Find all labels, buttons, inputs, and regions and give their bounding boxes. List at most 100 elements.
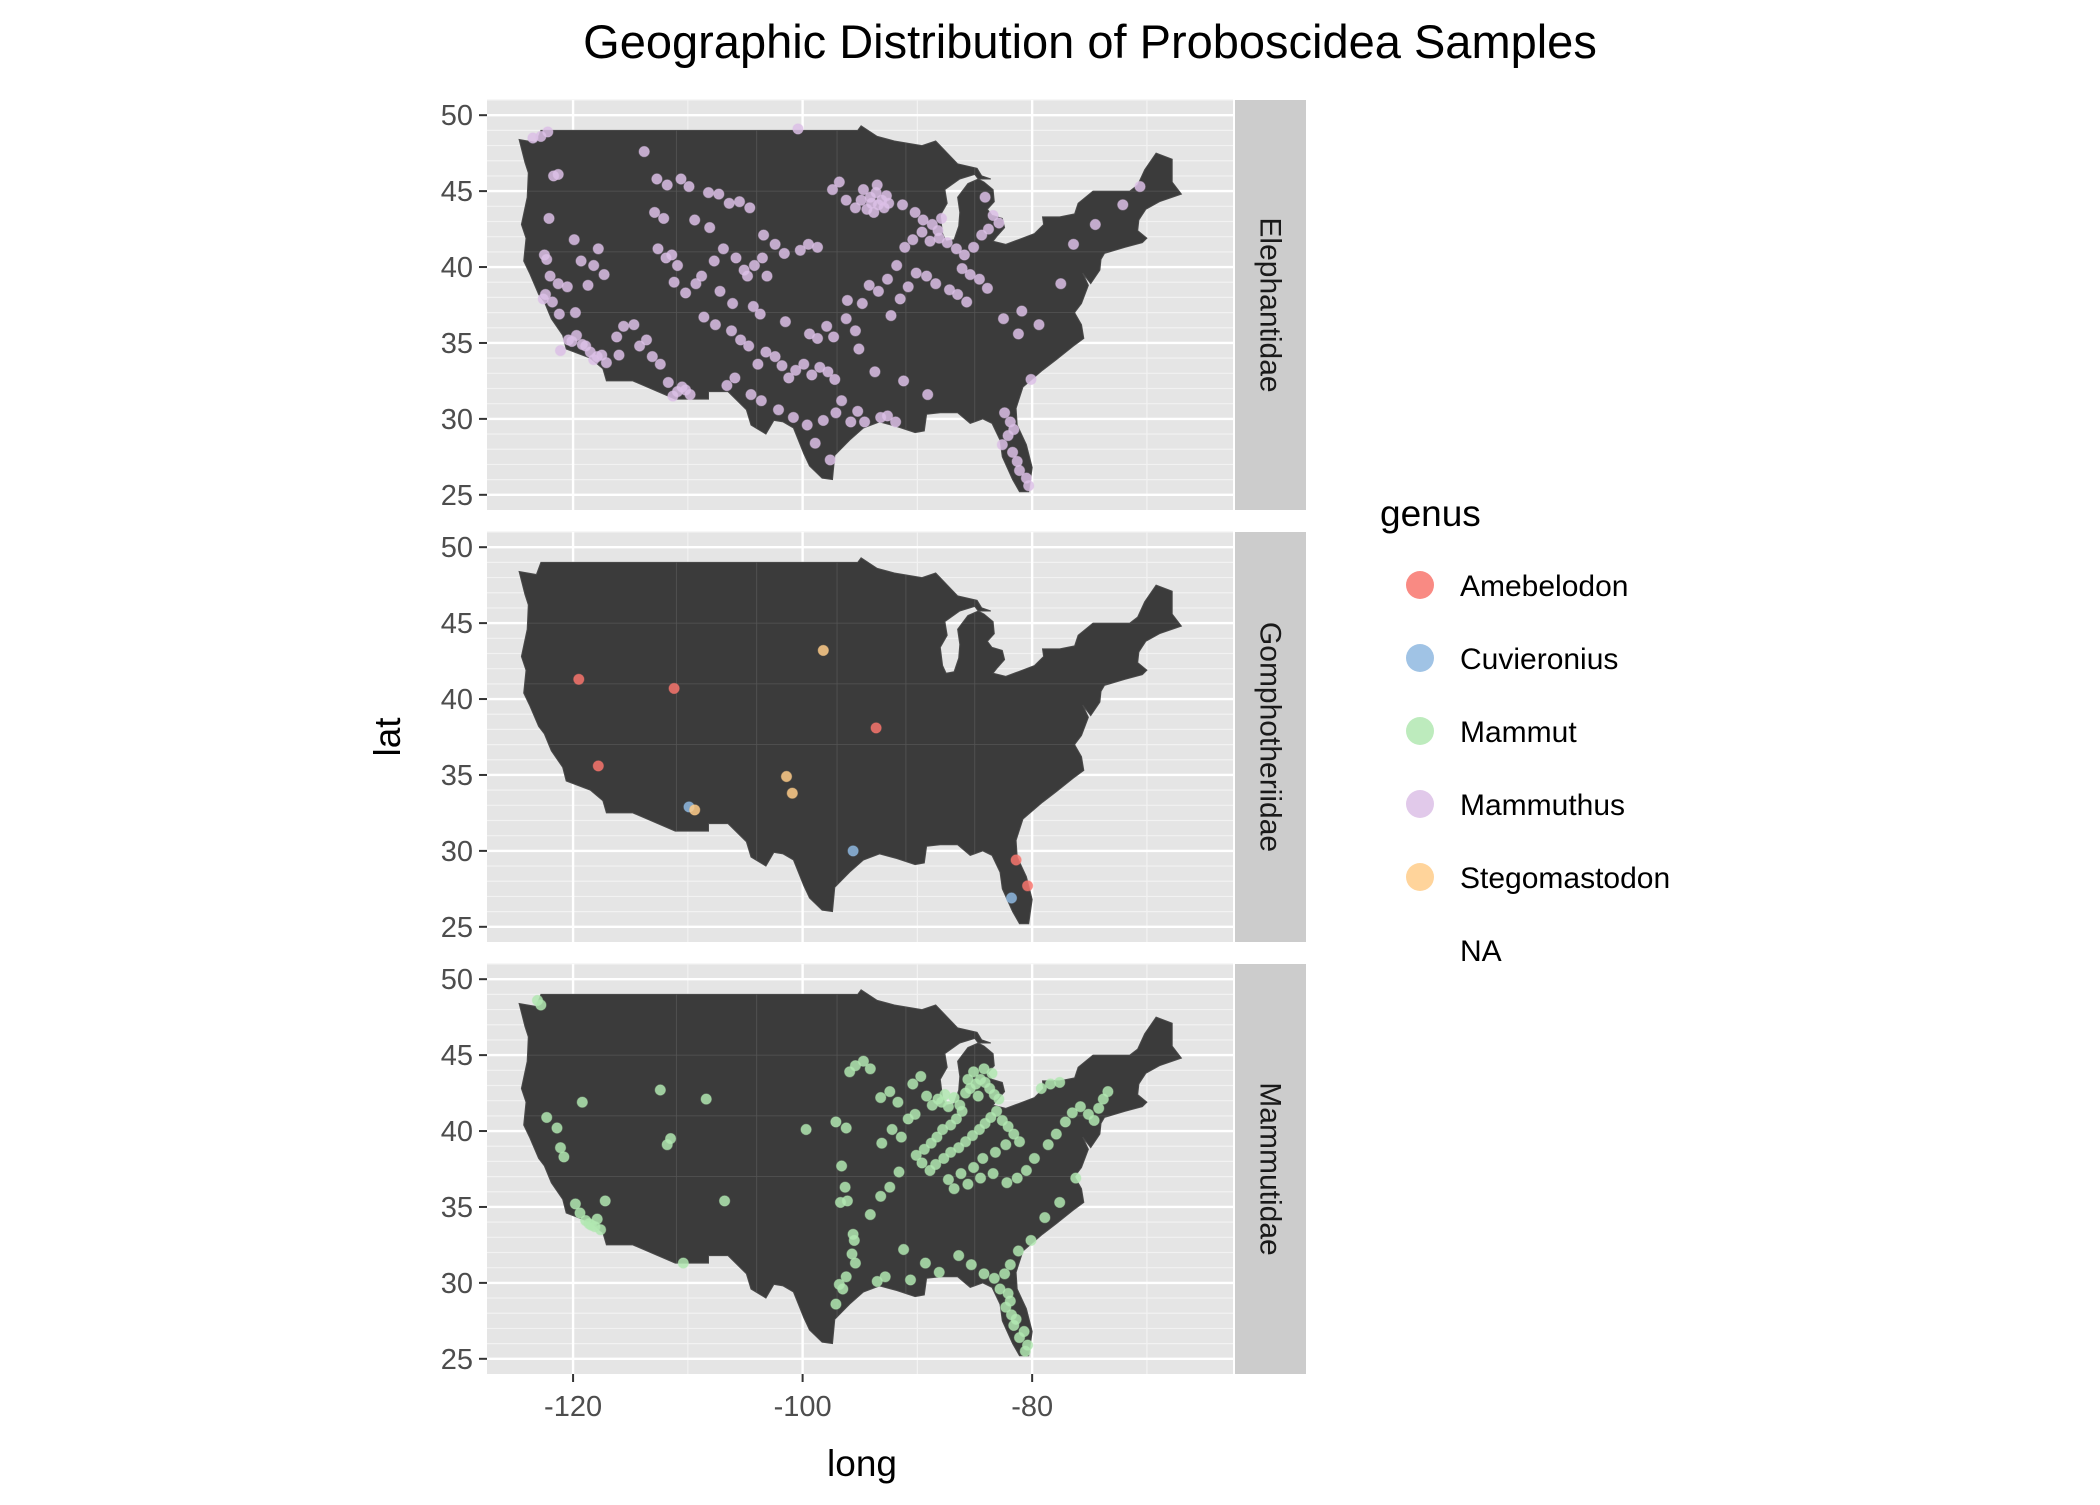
data-point: [1001, 1177, 1013, 1189]
data-point: [598, 268, 610, 281]
data-point: [677, 1257, 689, 1269]
x-axis-title: long: [827, 1443, 897, 1484]
facet-gomphotheriidae: 25 30 35 40 45 50 Gomphotheriidae: [441, 531, 1306, 944]
data-point: [953, 1142, 965, 1154]
data-point: [811, 241, 824, 254]
data-point: [806, 369, 818, 381]
data-point: [814, 361, 826, 373]
data-point: [925, 1137, 937, 1149]
data-point: [698, 311, 710, 323]
data-point: [972, 1090, 984, 1102]
legend-key: [1406, 790, 1434, 818]
data-point: [588, 354, 600, 366]
y-tick-label: 45: [441, 176, 473, 208]
data-point: [941, 237, 953, 249]
data-point: [628, 319, 640, 331]
facet-panels: 25 30 35 40 45 50 Elephantidae 25 30 35 40 45 50 Gomp…: [441, 99, 1306, 1376]
data-point: [916, 1157, 928, 1169]
y-tick-label: 35: [441, 328, 473, 360]
data-point: [933, 1266, 945, 1279]
data-point: [760, 346, 772, 358]
data-point: [964, 268, 976, 281]
data-point: [542, 126, 554, 138]
facet-strip: [1235, 532, 1306, 942]
data-point: [997, 313, 1010, 325]
facet-strip: [1235, 100, 1306, 510]
data-point: [752, 358, 764, 370]
data-point: [893, 1166, 905, 1178]
y-tick-label: 35: [441, 760, 473, 792]
series-mammut: [531, 994, 1114, 1357]
data-point: [847, 845, 859, 857]
data-point: [726, 297, 739, 310]
data-point: [741, 270, 754, 282]
data-point: [973, 273, 986, 285]
data-point: [690, 278, 702, 290]
data-point: [733, 196, 746, 208]
y-axis-title: lat: [367, 717, 408, 757]
data-point: [1013, 1136, 1026, 1148]
data-point: [800, 1123, 812, 1136]
data-point: [1102, 1085, 1114, 1098]
data-point: [858, 416, 871, 428]
data-point: [845, 416, 857, 428]
data-point: [981, 282, 994, 294]
data-point: [652, 243, 664, 255]
data-point: [801, 419, 813, 431]
data-point: [916, 226, 928, 238]
legend-title: genus: [1380, 493, 1481, 534]
legend-item: Mammut: [1406, 716, 1577, 749]
data-point: [553, 308, 565, 320]
data-point: [1006, 446, 1019, 458]
data-point: [1039, 1211, 1051, 1224]
data-point: [835, 1160, 848, 1172]
data-point: [662, 376, 674, 389]
data-point: [594, 1224, 607, 1236]
data-point: [884, 1085, 896, 1098]
data-point: [920, 270, 933, 282]
data-point: [780, 770, 793, 783]
data-point: [718, 1195, 731, 1207]
data-point: [809, 437, 821, 449]
data-point: [880, 190, 893, 202]
facet-mammutidae: 25 30 35 40 45 50 Mammutidae: [441, 963, 1306, 1376]
data-point: [664, 1132, 677, 1145]
data-point: [772, 404, 785, 416]
data-point: [1044, 1078, 1057, 1090]
data-point: [951, 288, 964, 301]
data-point: [891, 259, 903, 272]
x-axis: -120 -100 -80: [544, 1374, 1053, 1423]
legend-label: Mammut: [1460, 716, 1577, 749]
data-point: [864, 1063, 876, 1075]
data-point: [907, 234, 919, 246]
data-point: [884, 1181, 896, 1193]
data-point: [1067, 238, 1080, 251]
data-point: [547, 170, 560, 182]
data-point: [811, 332, 824, 345]
data-point: [936, 1123, 949, 1136]
data-point: [1089, 218, 1102, 231]
data-point: [600, 357, 613, 369]
data-point: [904, 1274, 917, 1286]
data-point: [725, 325, 738, 337]
data-point: [989, 1146, 1002, 1159]
data-point: [987, 1167, 999, 1180]
data-point: [713, 188, 725, 200]
data-point: [978, 1063, 990, 1075]
data-point: [896, 199, 909, 211]
data-point: [948, 1183, 960, 1195]
data-point: [769, 238, 781, 251]
data-point: [1134, 180, 1146, 193]
data-point: [1000, 1301, 1012, 1313]
data-point: [1000, 1139, 1012, 1151]
data-point: [962, 1178, 974, 1190]
data-point: [830, 1298, 842, 1310]
data-point: [756, 252, 769, 264]
data-point: [561, 281, 573, 293]
data-point: [853, 343, 865, 355]
data-point: [541, 1111, 553, 1124]
data-point: [1033, 319, 1045, 331]
legend-item: NA: [1460, 935, 1502, 968]
legend-key: [1406, 717, 1434, 745]
data-point: [551, 1122, 563, 1134]
